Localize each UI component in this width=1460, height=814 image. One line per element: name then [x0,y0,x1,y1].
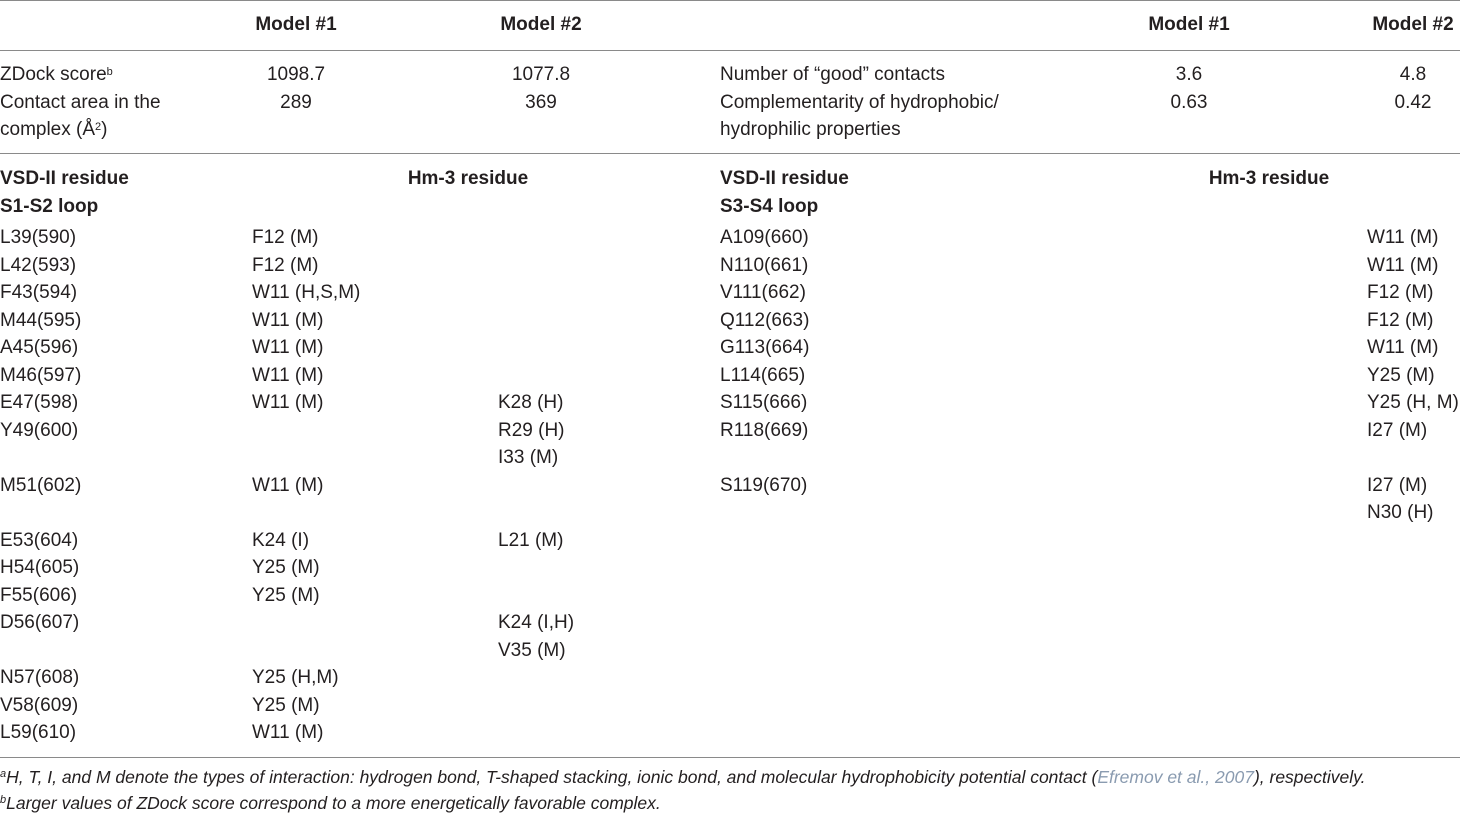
left-loop-header: S1-S2 loop [0,196,99,217]
left-hm3-header: Hm-3 residue [407,168,529,189]
right_rows-residue-cell: S119(670) [720,475,808,496]
right-vsd-header: VSD-II residue [720,168,849,189]
right_rows-m2-cell: Y25 (H, M) [1367,392,1459,413]
score-label-contact-area-line2: complex (Å2) [0,119,108,140]
left-vsd-header: VSD-II residue [0,168,129,189]
left_rows-residue-cell: D56(607) [0,612,80,633]
right_rows-m2-cell: I27 (M) [1367,475,1428,496]
score-zdock-m2: 1077.8 [511,64,571,85]
left_rows-m1-cell: W11 (H,S,M) [252,282,361,303]
left_rows-m1-cell: F12 (M) [252,255,319,276]
score-label-contact-area: Contact area in the [0,92,161,113]
footnote-a: aH, T, I, and M denote the types of inte… [0,767,1366,787]
left_rows-m1-cell: W11 (M) [252,365,324,386]
left_rows-m1-cell: Y25 (M) [252,557,320,578]
score-label-complementarity: Complementarity of hydrophobic/ [720,92,999,113]
right-loop-header: S3-S4 loop [720,196,819,217]
right_rows-residue-cell: Q112(663) [720,310,810,331]
right_rows-m2-cell: I27 (M) [1367,420,1428,441]
score-label-good-contacts: Number of “good” contacts [720,64,945,85]
left_rows-residue-cell: F55(606) [0,585,78,606]
left_rows-residue-cell: F43(594) [0,282,78,303]
left_rows-residue-cell: E47(598) [0,392,79,413]
left_rows-m2-cell: I33 (M) [498,447,559,468]
top-rule [0,0,1460,1]
right_rows-m2-cell: W11 (M) [1367,227,1439,248]
left_rows-m1-cell: Y25 (H,M) [252,667,339,688]
score-complementarity-m1: 0.63 [1170,92,1208,113]
right_rows-m2-cell: N30 (H) [1367,502,1434,523]
left_rows-residue-cell: Y49(600) [0,420,79,441]
left_rows-m1-cell: W11 (M) [252,722,324,743]
left_rows-residue-cell: M51(602) [0,475,82,496]
left_rows-residue-cell: L59(610) [0,722,77,743]
left_rows-residue-cell: L39(590) [0,227,77,248]
left_rows-m2-cell: R29 (H) [498,420,565,441]
score-good-contacts-m2: 4.8 [1399,64,1427,85]
left_rows-residue-cell: V58(609) [0,695,79,716]
score-label-complementarity-line2: hydrophilic properties [720,119,901,140]
right_rows-residue-cell: L114(665) [720,365,806,386]
left_rows-m1-cell: Y25 (M) [252,585,320,606]
scores-rule [0,153,1460,154]
right_rows-m2-cell: F12 (M) [1367,310,1434,331]
header-model2-left: Model #2 [500,14,582,35]
right_rows-m2-cell: W11 (M) [1367,255,1439,276]
left_rows-residue-cell: A45(596) [0,337,79,358]
left_rows-m2-cell: K28 (H) [498,392,564,413]
left_rows-residue-cell: N57(608) [0,667,80,688]
score-contact-m2: 369 [525,92,557,113]
header-model1-left: Model #1 [255,14,337,35]
left_rows-residue-cell: H54(605) [0,557,80,578]
right_rows-m2-cell: W11 (M) [1367,337,1439,358]
right_rows-residue-cell: G113(664) [720,337,810,358]
header-rule [0,50,1460,51]
left_rows-m1-cell: Y25 (M) [252,695,320,716]
citation-link[interactable]: Efremov et al., 2007 [1097,767,1254,787]
footnote-b: bLarger values of ZDock score correspond… [0,793,661,813]
right-hm3-header: Hm-3 residue [1208,168,1330,189]
left_rows-m1-cell: W11 (M) [252,392,324,413]
header-model2-right: Model #2 [1372,14,1454,35]
right_rows-residue-cell: V111(662) [720,282,806,303]
header-model1-right: Model #1 [1148,14,1230,35]
score-contact-m1: 289 [280,92,312,113]
score-zdock-m1: 1098.7 [266,64,326,85]
score-complementarity-m2: 0.42 [1394,92,1432,113]
right_rows-m2-cell: Y25 (M) [1367,365,1435,386]
bottom-rule [0,757,1460,758]
left_rows-residue-cell: E53(604) [0,530,79,551]
right_rows-residue-cell: S115(666) [720,392,808,413]
score-good-contacts-m1: 3.6 [1175,64,1203,85]
left_rows-m1-cell: W11 (M) [252,310,324,331]
score-label-zdock: ZDock scoreb [0,64,113,85]
left_rows-m2-cell: K24 (I,H) [498,612,575,633]
left_rows-residue-cell: L42(593) [0,255,77,276]
right_rows-residue-cell: N110(661) [720,255,809,276]
left_rows-residue-cell: M46(597) [0,365,82,386]
left_rows-m1-cell: W11 (M) [252,475,324,496]
right_rows-m2-cell: F12 (M) [1367,282,1434,303]
left_rows-residue-cell: M44(595) [0,310,82,331]
right_rows-residue-cell: A109(660) [720,227,809,248]
left_rows-m1-cell: K24 (I) [252,530,310,551]
left_rows-m2-cell: L21 (M) [498,530,564,551]
left_rows-m1-cell: W11 (M) [252,337,324,358]
left_rows-m1-cell: F12 (M) [252,227,319,248]
left_rows-m2-cell: V35 (M) [498,640,566,661]
right_rows-residue-cell: R118(669) [720,420,809,441]
